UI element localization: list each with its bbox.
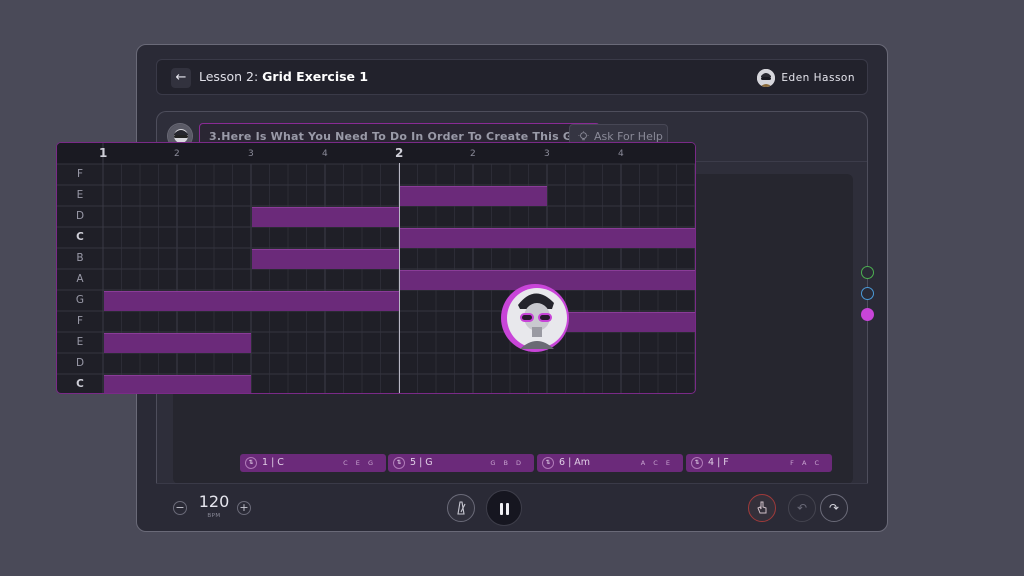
lesson-name: Grid Exercise 1 bbox=[262, 69, 369, 84]
note-block[interactable] bbox=[252, 207, 399, 227]
note-block[interactable] bbox=[548, 312, 695, 332]
bar-label: 2 bbox=[395, 146, 404, 160]
lesson-prefix: Lesson 2: bbox=[199, 69, 259, 84]
pause-icon bbox=[500, 503, 503, 515]
beat-label: 3 bbox=[544, 149, 550, 159]
chord-block[interactable]: ⇅ 6 | Am A C E bbox=[537, 454, 683, 472]
chord-type-icon: ⇅ bbox=[245, 457, 257, 469]
pause-button[interactable] bbox=[486, 490, 522, 526]
note-block[interactable] bbox=[104, 291, 399, 311]
row-label-d: D bbox=[75, 210, 85, 222]
bpm-decrease-button[interactable]: − bbox=[173, 501, 187, 515]
playhead[interactable] bbox=[399, 163, 400, 393]
row-label-e: E bbox=[76, 189, 84, 201]
top-bar: ← Lesson 2: Grid Exercise 1 Eden Hasson bbox=[156, 59, 868, 95]
chord-type-icon: ⇅ bbox=[393, 457, 405, 469]
row-label-d: D bbox=[75, 357, 85, 369]
bpm-unit: BPM bbox=[207, 513, 221, 519]
chord-type-icon: ⇅ bbox=[542, 457, 554, 469]
chord-block[interactable]: ⇅ 4 | F F A C bbox=[686, 454, 832, 472]
undo-button[interactable]: ↶ bbox=[788, 494, 816, 522]
beat-label: 2 bbox=[470, 149, 476, 159]
row-label-f: F bbox=[76, 315, 84, 327]
chord-tones: C E G bbox=[343, 459, 376, 467]
note-block[interactable] bbox=[252, 249, 399, 269]
redo-button[interactable]: ↷ bbox=[820, 494, 848, 522]
row-label-a: A bbox=[76, 273, 84, 285]
row-label-b: B bbox=[76, 252, 84, 264]
pause-icon-bar bbox=[506, 503, 509, 515]
help-label: Ask For Help bbox=[594, 130, 663, 143]
record-hand-button[interactable] bbox=[748, 494, 776, 522]
chord-tones: A C E bbox=[640, 459, 673, 467]
beat-label: 2 bbox=[174, 149, 180, 159]
row-label-f: F bbox=[76, 168, 84, 180]
row-label-c: C bbox=[76, 378, 84, 390]
note-block[interactable] bbox=[104, 375, 251, 393]
hand-pointer-icon bbox=[757, 501, 767, 514]
bpm-increase-button[interactable]: + bbox=[237, 501, 251, 515]
chord-label: 4 | F bbox=[708, 457, 729, 468]
avatar bbox=[757, 69, 776, 87]
layer-dot-purple[interactable] bbox=[861, 308, 874, 321]
metronome-icon bbox=[457, 501, 466, 515]
lightbulb-icon bbox=[578, 131, 589, 141]
row-label-c: C bbox=[76, 231, 84, 243]
layer-dot-blue[interactable] bbox=[861, 287, 874, 300]
user-profile[interactable]: Eden Hasson bbox=[757, 68, 855, 88]
user-name: Eden Hasson bbox=[781, 72, 855, 84]
beat-label: 4 bbox=[618, 149, 624, 159]
chord-block[interactable]: ⇅ 5 | G G B D bbox=[388, 454, 534, 472]
note-block[interactable] bbox=[400, 186, 547, 206]
transport-bar: − 120 BPM + ↶ ↷ bbox=[156, 483, 868, 531]
note-block[interactable] bbox=[104, 333, 251, 353]
metronome-button[interactable] bbox=[447, 494, 475, 522]
beat-label: 3 bbox=[248, 149, 254, 159]
row-label-e: E bbox=[76, 336, 84, 348]
note-block[interactable] bbox=[400, 228, 695, 248]
beat-label: 4 bbox=[322, 149, 328, 159]
layer-dot-green[interactable] bbox=[861, 266, 874, 279]
bpm-value: 120 bbox=[198, 492, 230, 511]
back-arrow-icon[interactable]: ← bbox=[171, 68, 191, 88]
lesson-title: Lesson 2: Grid Exercise 1 bbox=[199, 69, 368, 84]
chord-label: 1 | C bbox=[262, 457, 284, 468]
chord-tones: F A C bbox=[790, 459, 822, 467]
chord-block[interactable]: ⇅ 1 | C C E G bbox=[240, 454, 386, 472]
tutor-character-icon bbox=[500, 283, 570, 353]
chord-label: 5 | G bbox=[410, 457, 433, 468]
chord-label: 6 | Am bbox=[559, 457, 591, 468]
note-block[interactable] bbox=[400, 270, 695, 290]
bar-label: 1 bbox=[99, 146, 108, 160]
row-label-g: G bbox=[75, 294, 85, 306]
chord-tones: G B D bbox=[490, 459, 524, 467]
chord-type-icon: ⇅ bbox=[691, 457, 703, 469]
